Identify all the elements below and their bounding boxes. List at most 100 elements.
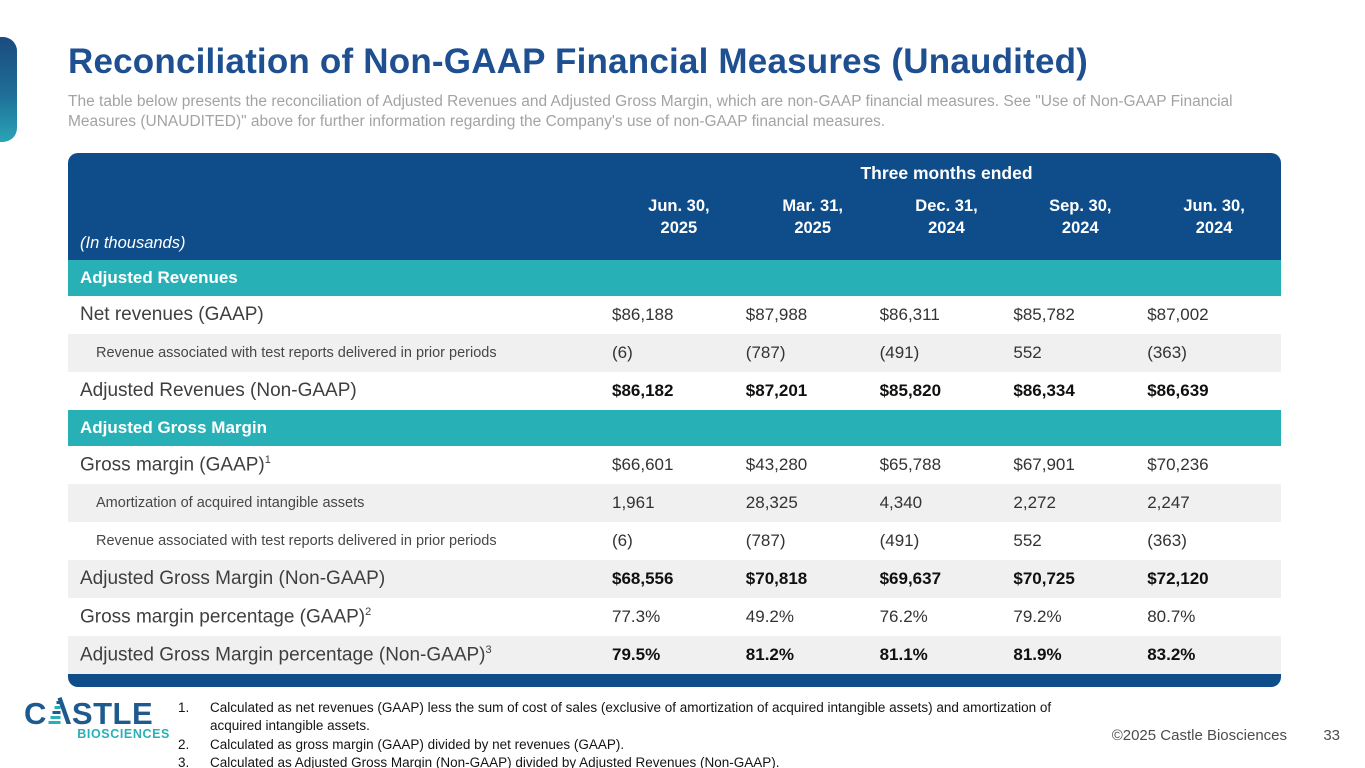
row-label: Revenue associated with test reports del… bbox=[96, 345, 497, 361]
table-row: Adjusted Gross Margin (Non-GAAP) $68,556 $… bbox=[68, 560, 1281, 598]
column-header: Jun. 30, 2024 bbox=[1147, 196, 1281, 240]
table-header: Three months ended Jun. 30, 2025 Mar. 31, 2… bbox=[68, 153, 1281, 260]
cell-value: 1,961 bbox=[612, 493, 655, 512]
date-columns: Jun. 30, 2025 Mar. 31, 2025 Dec. 31, 2024 Sep.… bbox=[612, 196, 1281, 240]
cell-value: 552 bbox=[1013, 531, 1042, 550]
page-number: 33 bbox=[1323, 727, 1340, 744]
column-header-month: Jun. 30, bbox=[648, 197, 710, 215]
cell-value: 4,340 bbox=[879, 493, 923, 512]
column-header-year: 2024 bbox=[928, 218, 965, 237]
cell-value: (363) bbox=[1147, 531, 1187, 550]
cell-value: $86,334 bbox=[1013, 381, 1075, 400]
cell-value: 81.2% bbox=[745, 645, 794, 664]
cell-value: 81.9% bbox=[1013, 645, 1062, 664]
copyright-text: ©2025 Castle Biosciences bbox=[1111, 727, 1287, 744]
cell-value: $87,002 bbox=[1147, 305, 1209, 324]
logo-letter-c: C bbox=[24, 696, 47, 731]
column-header-year: 2024 bbox=[1061, 218, 1099, 237]
cell-value: $70,818 bbox=[745, 569, 808, 588]
column-header-year: 2025 bbox=[660, 218, 698, 237]
column-header: Jun. 30, 2025 bbox=[612, 196, 746, 240]
page-subtitle: The table below presents the reconciliat… bbox=[68, 93, 1233, 131]
footnote-item: 2. Calculated as gross margin (GAAP) divi… bbox=[178, 736, 1093, 754]
table-bottom-bar bbox=[68, 674, 1281, 687]
cell-value: 79.5% bbox=[612, 645, 661, 664]
row-label: Adjusted Gross Margin percentage (Non-GA… bbox=[80, 643, 492, 666]
table-row: Adjusted Revenues (Non-GAAP) $86,182 $87,2… bbox=[68, 372, 1281, 410]
cell-value: (363) bbox=[1147, 343, 1187, 362]
logo-letters-stle: STLE bbox=[71, 696, 154, 731]
cell-value: 81.1% bbox=[879, 645, 928, 664]
period-header: Three months ended bbox=[860, 163, 1033, 183]
cell-value: $86,311 bbox=[879, 305, 940, 324]
cell-value: 2,247 bbox=[1147, 493, 1190, 512]
row-label: Amortization of acquired intangible asse… bbox=[96, 495, 365, 511]
column-header-month: Mar. 31, bbox=[782, 197, 843, 215]
cell-value: $86,182 bbox=[612, 381, 674, 400]
row-label: Adjusted Gross Margin (Non-GAAP) bbox=[80, 568, 386, 589]
cell-value: $67,901 bbox=[1013, 455, 1075, 474]
footnote-item: 3. Calculated as Adjusted Gross Margin (N… bbox=[178, 754, 1093, 768]
cell-value: 80.7% bbox=[1147, 607, 1196, 626]
cell-value: (787) bbox=[745, 531, 786, 550]
column-header-month: Dec. 31, bbox=[915, 197, 978, 215]
footnote-item: 1. Calculated as net revenues (GAAP) less… bbox=[178, 699, 1093, 735]
table-row: Amortization of acquired intangible asse… bbox=[68, 484, 1281, 522]
table-row: Revenue associated with test reports del… bbox=[68, 334, 1281, 372]
cell-value: $86,639 bbox=[1147, 381, 1209, 400]
cell-value: 77.3% bbox=[612, 607, 661, 626]
accent-tab-shape bbox=[0, 37, 17, 142]
cell-value: $86,188 bbox=[612, 305, 674, 324]
cell-value: 552 bbox=[1013, 343, 1042, 362]
footnote-text: Calculated as net revenues (GAAP) less t… bbox=[210, 700, 1052, 733]
footnote-number: 3. bbox=[178, 755, 190, 768]
cell-value: $87,201 bbox=[745, 381, 808, 400]
table-row: Net revenues (GAAP) $86,188 $87,988 $86,311… bbox=[68, 296, 1281, 334]
cell-value: $70,236 bbox=[1147, 455, 1209, 474]
footnote-number: 2. bbox=[178, 736, 190, 752]
cell-value: $68,556 bbox=[612, 569, 674, 588]
section-header: Adjusted Revenues bbox=[68, 260, 1281, 296]
cell-value: $66,601 bbox=[612, 455, 674, 474]
cell-value: (491) bbox=[879, 343, 920, 362]
column-header-year: 2025 bbox=[794, 218, 832, 237]
footnote-text: Calculated as Adjusted Gross Margin (Non… bbox=[210, 755, 780, 768]
cell-value: $69,637 bbox=[879, 569, 942, 588]
units-label: (In thousands) bbox=[80, 234, 186, 252]
logo-biosciences-label: BIOSCIENCES bbox=[77, 727, 170, 741]
column-header-month: Jun. 30, bbox=[1183, 197, 1245, 215]
cell-value: $72,120 bbox=[1147, 569, 1209, 588]
cell-value: (787) bbox=[745, 343, 786, 362]
cell-value: 76.2% bbox=[879, 607, 928, 626]
castle-stylized-a-icon bbox=[48, 697, 71, 729]
column-header: Dec. 31, 2024 bbox=[880, 196, 1014, 240]
column-header: Sep. 30, 2024 bbox=[1013, 196, 1147, 240]
table-row: Gross margin percentage (GAAP)2 77.3% 49.2… bbox=[68, 598, 1281, 636]
column-header-year: 2024 bbox=[1195, 218, 1233, 237]
row-label: Net revenues (GAAP) bbox=[80, 304, 264, 325]
footnote-text: Calculated as gross margin (GAAP) divide… bbox=[210, 736, 625, 752]
reconciliation-table: Three months ended Jun. 30, 2025 Mar. 31, 2… bbox=[68, 153, 1281, 687]
cell-value: 49.2% bbox=[745, 607, 794, 626]
row-label: Revenue associated with test reports del… bbox=[96, 533, 497, 549]
table-row: Gross margin (GAAP)1 $66,601 $43,280 $65,78… bbox=[68, 446, 1281, 484]
footnote-number: 1. bbox=[178, 700, 190, 715]
cell-value: $85,820 bbox=[879, 381, 942, 400]
cell-value: 83.2% bbox=[1147, 645, 1196, 664]
cell-value: (491) bbox=[879, 531, 920, 550]
table-row: Adjusted Gross Margin percentage (Non-GA… bbox=[68, 636, 1281, 674]
row-label: Adjusted Revenues (Non-GAAP) bbox=[80, 380, 357, 401]
castle-biosciences-logo: C STLE BIOSCIENCES bbox=[24, 697, 170, 741]
cell-value: 79.2% bbox=[1013, 607, 1062, 626]
row-label: Gross margin percentage (GAAP)2 bbox=[80, 605, 372, 628]
cell-value: (6) bbox=[612, 343, 633, 362]
column-header: Mar. 31, 2025 bbox=[746, 196, 880, 240]
column-header-month: Sep. 30, bbox=[1049, 197, 1112, 215]
footnotes-list: 1. Calculated as net revenues (GAAP) less… bbox=[178, 699, 1093, 768]
cell-value: $65,788 bbox=[879, 455, 942, 474]
logo-wordmark: C STLE bbox=[24, 697, 170, 729]
page-title: Reconciliation of Non-GAAP Financial Mea… bbox=[68, 42, 1089, 81]
table-row: Revenue associated with test reports del… bbox=[68, 522, 1281, 560]
cell-value: 2,272 bbox=[1013, 493, 1056, 512]
